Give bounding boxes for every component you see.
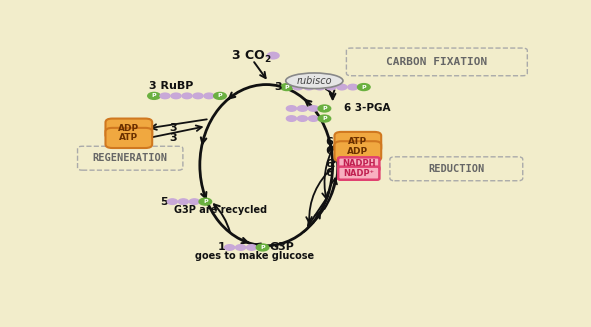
Circle shape bbox=[182, 93, 192, 99]
Text: 6 3-PGA: 6 3-PGA bbox=[344, 103, 391, 113]
Text: 1: 1 bbox=[217, 242, 225, 252]
Text: 3: 3 bbox=[169, 123, 177, 133]
Text: ADP: ADP bbox=[348, 147, 368, 156]
Text: 6: 6 bbox=[325, 159, 333, 169]
Text: NADPH: NADPH bbox=[342, 159, 375, 168]
Circle shape bbox=[293, 84, 303, 90]
Circle shape bbox=[167, 199, 177, 204]
FancyBboxPatch shape bbox=[105, 119, 152, 139]
Text: ATP: ATP bbox=[119, 133, 138, 143]
Text: P: P bbox=[260, 245, 265, 250]
Circle shape bbox=[199, 198, 212, 205]
Circle shape bbox=[318, 115, 331, 122]
Text: P: P bbox=[322, 116, 327, 121]
Circle shape bbox=[297, 116, 307, 121]
Circle shape bbox=[318, 105, 331, 112]
Circle shape bbox=[246, 245, 256, 250]
Circle shape bbox=[267, 52, 279, 59]
Text: P: P bbox=[152, 94, 157, 98]
Circle shape bbox=[214, 93, 226, 99]
Text: REGENERATION: REGENERATION bbox=[93, 153, 168, 163]
Text: P: P bbox=[284, 85, 289, 90]
Ellipse shape bbox=[285, 73, 343, 89]
Circle shape bbox=[287, 116, 297, 121]
Circle shape bbox=[348, 84, 358, 90]
FancyBboxPatch shape bbox=[338, 157, 379, 170]
Circle shape bbox=[337, 84, 347, 90]
Text: 5: 5 bbox=[160, 197, 168, 207]
Text: 6: 6 bbox=[325, 146, 333, 156]
Text: NADP⁺: NADP⁺ bbox=[343, 169, 374, 178]
FancyBboxPatch shape bbox=[390, 157, 522, 181]
Circle shape bbox=[204, 93, 214, 99]
Text: ADP: ADP bbox=[118, 124, 139, 133]
Text: 3: 3 bbox=[275, 82, 282, 92]
FancyBboxPatch shape bbox=[338, 167, 379, 180]
FancyBboxPatch shape bbox=[335, 132, 381, 152]
Circle shape bbox=[309, 106, 319, 111]
Text: P: P bbox=[203, 199, 207, 204]
Circle shape bbox=[256, 244, 269, 251]
Text: 3: 3 bbox=[169, 133, 177, 143]
Text: CARBON FIXATION: CARBON FIXATION bbox=[387, 57, 488, 67]
Circle shape bbox=[304, 84, 314, 90]
Circle shape bbox=[315, 84, 325, 90]
Text: 2: 2 bbox=[264, 55, 270, 64]
Circle shape bbox=[225, 245, 235, 250]
Text: G3P are recycled: G3P are recycled bbox=[174, 205, 267, 215]
Circle shape bbox=[178, 199, 189, 204]
Text: P: P bbox=[217, 94, 222, 98]
Text: 3 RuBP: 3 RuBP bbox=[150, 81, 194, 91]
Text: rubisco: rubisco bbox=[297, 76, 332, 86]
Circle shape bbox=[189, 199, 199, 204]
FancyBboxPatch shape bbox=[105, 128, 152, 148]
Circle shape bbox=[281, 84, 293, 91]
Circle shape bbox=[287, 106, 297, 111]
Text: 6: 6 bbox=[325, 137, 333, 147]
FancyBboxPatch shape bbox=[77, 146, 183, 170]
Circle shape bbox=[326, 84, 336, 90]
FancyBboxPatch shape bbox=[346, 48, 527, 76]
Circle shape bbox=[309, 116, 319, 121]
Circle shape bbox=[171, 93, 181, 99]
Circle shape bbox=[297, 106, 307, 111]
Text: REDUCTION: REDUCTION bbox=[428, 164, 485, 174]
Circle shape bbox=[160, 93, 170, 99]
Text: ATP: ATP bbox=[348, 137, 368, 146]
Circle shape bbox=[236, 245, 246, 250]
Text: P: P bbox=[362, 85, 366, 90]
Text: G3P: G3P bbox=[270, 242, 295, 252]
FancyBboxPatch shape bbox=[335, 141, 381, 161]
Text: P: P bbox=[322, 106, 327, 111]
Circle shape bbox=[358, 84, 370, 91]
Text: 3 CO: 3 CO bbox=[232, 49, 265, 62]
Circle shape bbox=[193, 93, 203, 99]
Text: goes to make glucose: goes to make glucose bbox=[195, 251, 314, 261]
Circle shape bbox=[148, 93, 160, 99]
Text: 6: 6 bbox=[325, 168, 333, 178]
